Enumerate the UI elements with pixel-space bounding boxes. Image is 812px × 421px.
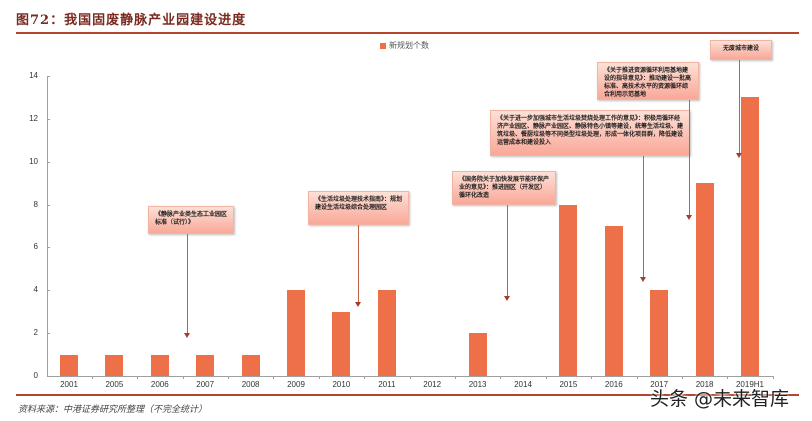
x-tick-mark (409, 376, 411, 379)
arrow-2018 (686, 100, 692, 220)
x-tick-label: 2006 (150, 380, 169, 389)
bar-2018 (695, 183, 714, 376)
x-tick-label: 2016 (604, 380, 623, 389)
x-tick-label: 2018 (695, 380, 714, 389)
y-tick-label: 8 (33, 199, 38, 209)
x-tick-mark (182, 376, 184, 379)
x-tick-label: 2017 (650, 380, 669, 389)
footer-divider (16, 394, 799, 396)
callout-2007: 《静脉产业类生态工业园区标准（试行）》 (148, 206, 234, 234)
bar-2001 (60, 354, 78, 376)
y-tick-mark (47, 376, 50, 377)
x-tick-mark (500, 376, 502, 379)
x-tick-label: 2001 (60, 380, 78, 389)
y-tick-label: 0 (33, 371, 38, 380)
bar-2019h1 (741, 97, 759, 376)
x-tick-mark (727, 376, 729, 379)
x-tick-mark (227, 376, 229, 379)
x-tick-label: 2005 (105, 380, 124, 389)
arrow-2014 (504, 205, 510, 301)
y-tick-mark (47, 290, 50, 292)
title-divider (16, 32, 799, 34)
bar-2006 (150, 354, 169, 376)
y-axis (47, 76, 48, 376)
x-tick-mark (545, 376, 547, 379)
callout-text: 《生活垃圾处理技术指南》：规划建设生活垃圾综合处理园区 (315, 196, 403, 211)
x-tick-label: 2007 (196, 380, 215, 389)
callout-2018: 《关于推进资源循环利用基地建设的指导意见》：推动建设一批高标准、高技术水平的资源… (597, 62, 699, 100)
x-tick-label: 2013 (468, 380, 487, 389)
source-note: 资料来源：中港证券研究所整理（不完全统计） (18, 405, 208, 415)
bar-2010 (332, 311, 351, 376)
y-tick-mark (47, 247, 50, 249)
callout-text: 《国务院关于加快发展节能环保产业的意见》：推进园区（开发区）循环化改造 (459, 176, 550, 199)
bar-2011 (377, 290, 396, 376)
y-tick-mark (47, 76, 50, 77)
arrow-2010 (355, 225, 361, 307)
bar-2016 (604, 226, 623, 376)
y-tick-mark (47, 161, 50, 163)
x-tick-mark (273, 376, 275, 379)
y-tick-label: 2 (33, 328, 38, 338)
bar-2007 (196, 354, 215, 376)
y-tick-label: 4 (33, 285, 38, 295)
bar-2008 (241, 354, 260, 376)
bar-2005 (105, 354, 124, 376)
bar-2009 (287, 290, 305, 376)
legend-swatch-icon (380, 42, 386, 49)
callout-text: 《关于进一步加强城市生活垃圾焚烧处理工作的意见》：积极用循环经济产业园区、静脉产… (497, 115, 684, 146)
legend: 新规划个数 (380, 40, 429, 51)
x-tick-mark (137, 376, 139, 379)
y-tick-mark (47, 333, 50, 335)
callout-2019h1: 无废城市建设 (710, 40, 772, 60)
y-tick-label: 12 (29, 113, 38, 123)
callout-text: 《静脉产业类生态工业园区标准（试行）》 (155, 211, 228, 226)
callout-2010: 《生活垃圾处理技术指南》：规划建设生活垃圾综合处理园区 (308, 191, 409, 225)
arrow-2019h1 (736, 60, 742, 158)
x-tick-mark (772, 376, 774, 379)
x-tick-label: 2011 (378, 380, 396, 389)
y-tick-mark (47, 204, 50, 206)
y-tick-label: 6 (33, 242, 38, 252)
x-tick-mark (636, 376, 638, 379)
callout-text: 《关于推进资源循环利用基地建设的指导意见》：推动建设一批高标准、高技术水平的资源… (604, 67, 692, 98)
watermark: 头条 @未来智库 (650, 388, 790, 410)
x-tick-mark (91, 376, 93, 379)
x-tick-label: 2008 (241, 380, 260, 389)
callout-text: 无废城市建设 (722, 45, 759, 52)
legend-label: 新规划个数 (389, 41, 429, 50)
callout-2014: 《国务院关于加快发展节能环保产业的意见》：推进园区（开发区）循环化改造 (452, 171, 556, 205)
x-tick-label: 2009 (287, 380, 305, 389)
x-tick-label: 2014 (514, 380, 532, 389)
arrow-2007 (184, 234, 190, 338)
x-tick-label: 2010 (332, 380, 351, 389)
arrow-2017 (640, 156, 646, 282)
chart-title: 图72：我国固废静脉产业园建设进度 (16, 13, 247, 28)
bar-2017 (650, 290, 669, 376)
x-tick-mark (364, 376, 366, 379)
bar-2015 (559, 204, 578, 376)
x-tick-label: 2015 (559, 380, 578, 389)
x-tick-mark (454, 376, 456, 379)
x-tick-mark (318, 376, 320, 379)
x-tick-mark (591, 376, 593, 379)
x-tick-mark (681, 376, 683, 379)
callout-2017: 《关于进一步加强城市生活垃圾焚烧处理工作的意见》：积极用循环经济产业园区、静脉产… (490, 110, 690, 156)
y-tick-mark (47, 118, 50, 120)
y-tick-label: 14 (29, 71, 38, 80)
bar-2013 (468, 333, 487, 376)
y-tick-label: 10 (29, 156, 38, 166)
x-tick-label: 2012 (423, 380, 442, 389)
x-tick-label: 2019H1 (735, 380, 765, 389)
